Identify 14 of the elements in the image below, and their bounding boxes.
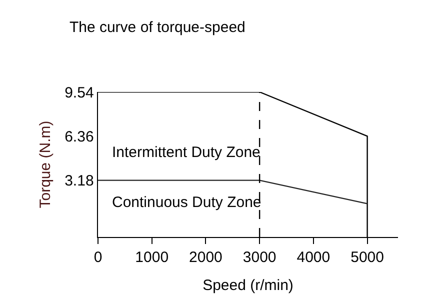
x-tick-label: 1000 (135, 249, 169, 266)
x-tick-label: 0 (94, 249, 102, 266)
x-axis-title: Speed (r/min) (202, 277, 294, 294)
x-tick-label: 5000 (350, 249, 384, 266)
y-tick-label: 9.54 (64, 84, 94, 102)
y-tick-label: 6.36 (64, 128, 94, 146)
annotation: Intermittent Duty Zone (112, 144, 260, 161)
x-tick-label: 4000 (296, 249, 330, 266)
y-axis-title: Torque (N.m) (36, 120, 54, 208)
y-tick-label: 3.18 (64, 172, 94, 190)
chart-title: The curve of torque-speed (69, 18, 246, 36)
x-tick-label: 3000 (242, 249, 276, 266)
x-tick-label: 2000 (189, 249, 222, 266)
annotation: Continuous Duty Zone (112, 194, 262, 211)
